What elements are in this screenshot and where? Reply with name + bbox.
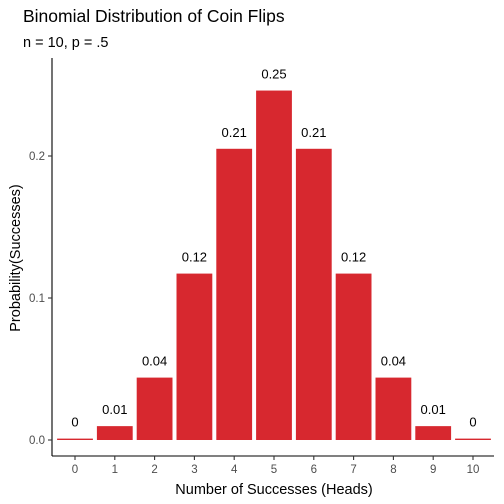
x-tick-label: 4 [231,464,238,476]
bar-9 [415,426,452,440]
data-label-7: 0.12 [341,250,366,265]
x-tick-label: 9 [430,464,436,476]
data-label-10: 0 [469,415,476,430]
data-label-6: 0.21 [301,125,326,140]
x-axis-title: Number of Successes (Heads) [175,482,372,498]
x-tick-label: 8 [390,464,396,476]
y-tick-label: 0.2 [29,151,45,163]
chart-title: Binomial Distribution of Coin Flips [23,6,285,26]
bar-4 [216,148,253,441]
bar-3 [176,273,213,440]
x-tick-label: 6 [311,464,317,476]
bar-5 [256,90,292,441]
y-tick-label: 0.0 [29,435,45,447]
bar-7 [335,273,372,440]
x-tick-label: 0 [72,464,78,476]
data-labels-group: 0 0.01 0.04 0.12 0.21 0.25 0.21 0.12 0.04 0.01 0 [71,67,476,430]
data-label-0: 0 [71,415,78,430]
y-tick-label: 0.1 [29,293,45,305]
x-tick-label: 10 [467,464,480,476]
x-tick-label: 3 [191,464,197,476]
bars-group [57,90,491,441]
y-ticks-group: 0.0 0.1 0.2 [29,151,52,447]
bar-8 [375,377,412,440]
data-label-1: 0.01 [102,402,127,417]
x-tick-label: 5 [271,464,277,476]
chart-subtitle: n = 10, p = .5 [23,35,108,51]
x-ticks-group: 0 1 2 3 4 5 6 7 8 9 10 [72,456,480,476]
x-tick-label: 7 [350,464,356,476]
y-axis-title: Probability(Successes) [8,184,24,331]
data-label-3: 0.12 [182,250,207,265]
bar-6 [295,148,332,441]
data-label-2: 0.04 [142,354,167,369]
bar-1 [96,426,133,440]
data-label-4: 0.21 [222,125,247,140]
data-label-8: 0.04 [381,354,406,369]
data-label-9: 0.01 [421,402,446,417]
data-label-5: 0.25 [261,67,286,82]
bar-10 [455,438,491,440]
x-tick-label: 1 [112,464,118,476]
bar-2 [136,377,173,440]
bar-0 [57,438,93,440]
x-tick-label: 2 [151,464,157,476]
